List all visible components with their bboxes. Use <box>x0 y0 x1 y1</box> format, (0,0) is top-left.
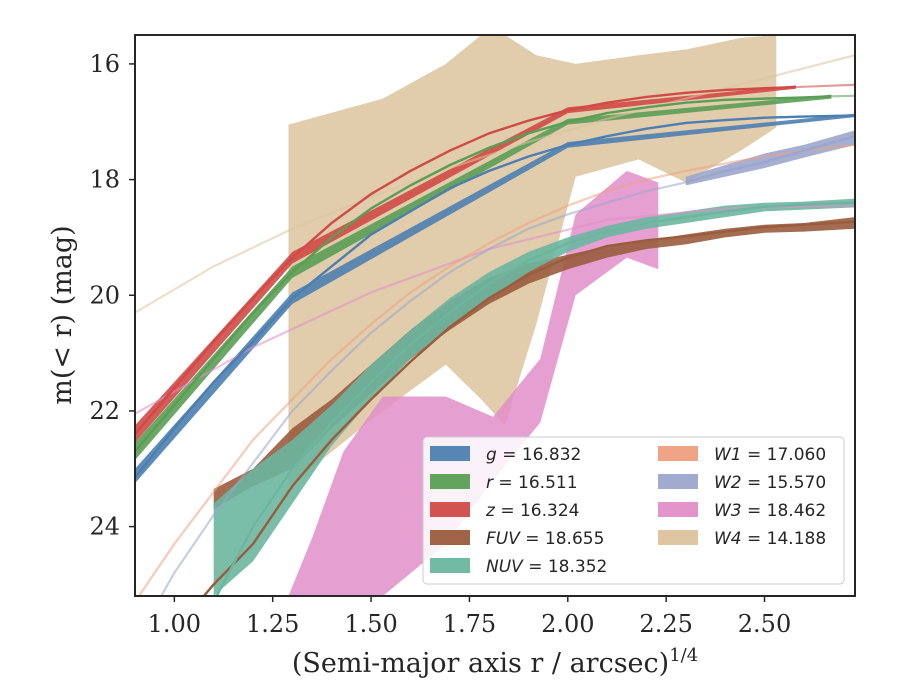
legend-swatch-w4 <box>658 530 698 545</box>
curve-g <box>135 114 855 479</box>
curve-z <box>135 85 797 435</box>
legend-label-w3: W3 = 18.462 <box>714 501 826 521</box>
band-g <box>135 113 855 484</box>
x-tick-label: 1.50 <box>344 610 397 638</box>
faint-curve-r <box>831 94 855 98</box>
faint-curve-w2 <box>159 181 687 596</box>
legend-swatch-w1 <box>658 446 698 461</box>
x-tick-label: 2.25 <box>639 610 692 638</box>
legend-swatch-g <box>430 446 470 461</box>
y-axis-label: m(< r) (mag) <box>47 225 78 404</box>
curve-nuv <box>215 201 855 596</box>
legend-swatch-r <box>430 474 470 489</box>
curve-fuv <box>202 220 855 596</box>
band-w3 <box>288 170 659 596</box>
faint-curve-w1 <box>137 143 855 596</box>
legend-label-g: g = 16.832 <box>486 445 581 465</box>
y-tick-label: 18 <box>89 166 120 194</box>
curve-r <box>135 95 832 453</box>
faint-curve-w4 <box>135 54 855 314</box>
band-nuv <box>213 198 855 596</box>
x-tick-label: 1.25 <box>246 610 299 638</box>
faint-curve-z <box>795 83 855 89</box>
legend-box <box>422 436 845 585</box>
legend-label-z: z = 16.324 <box>485 501 579 521</box>
legend-label-r: r = 16.511 <box>486 473 578 493</box>
legend-swatch-fuv <box>430 530 470 545</box>
x-tick-label: 2.50 <box>738 610 791 638</box>
x-tick-label: 1.00 <box>148 610 201 638</box>
curve-w2 <box>685 135 855 184</box>
band-w2 <box>685 130 855 186</box>
legend-swatch-w3 <box>658 502 698 517</box>
band-fuv <box>213 217 855 510</box>
y-tick-label: 22 <box>89 397 120 425</box>
legend-swatch-w2 <box>658 474 698 489</box>
legend-label-nuv: NUV = 18.352 <box>486 557 607 577</box>
legend: g = 16.832 r = 16.511 z = 16.324 FUV = 18.6… <box>422 436 845 585</box>
legend-label-w1: W1 = 17.060 <box>714 445 826 465</box>
legend-swatch-z <box>430 502 470 517</box>
x-tick-label: 1.75 <box>443 610 496 638</box>
y-tick-label: 16 <box>89 50 120 78</box>
plot-frame <box>134 34 856 597</box>
x-tick-label: 2.00 <box>541 610 594 638</box>
legend-swatch-nuv <box>430 558 470 573</box>
legend-label-w4: W4 = 14.188 <box>714 529 826 549</box>
band-r <box>135 94 832 461</box>
legend-label-w2: W2 = 15.570 <box>714 473 826 493</box>
x-axis-label: (Semi-major axis r / arcsec)1/4 <box>292 645 698 679</box>
y-tick-label: 24 <box>89 513 120 541</box>
y-tick-label: 20 <box>89 281 120 309</box>
legend-label-fuv: FUV = 18.655 <box>486 529 604 549</box>
